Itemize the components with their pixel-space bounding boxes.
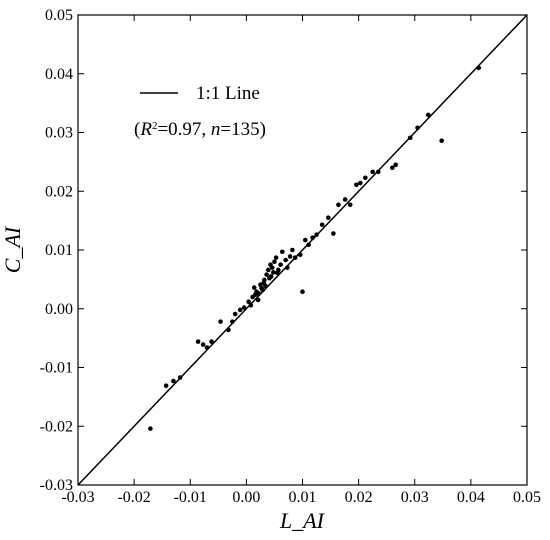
data-point <box>171 378 176 384</box>
data-point <box>268 274 274 279</box>
data-point <box>271 270 276 275</box>
data-point <box>263 283 268 289</box>
x-tick-label: 0.05 <box>513 489 541 506</box>
one-to-one-line <box>77 14 528 486</box>
legend-label: 1:1 Line <box>196 83 260 104</box>
annotation-part: 2 <box>152 120 158 132</box>
data-point <box>265 267 271 273</box>
data-point <box>255 297 261 303</box>
data-point <box>269 265 275 270</box>
data-point <box>237 307 243 313</box>
data-point <box>476 65 482 71</box>
data-point <box>226 327 231 333</box>
data-point <box>347 202 353 208</box>
data-point <box>415 125 420 131</box>
data-point <box>283 257 288 263</box>
data-point <box>425 112 431 118</box>
data-point <box>258 282 263 287</box>
data-point <box>204 345 210 350</box>
data-point <box>148 426 153 431</box>
x-tick-label: 0.01 <box>289 489 317 506</box>
data-point <box>358 180 363 186</box>
data-point <box>319 222 325 228</box>
data-point <box>209 339 214 344</box>
annotation-part: n <box>211 119 221 140</box>
data-point <box>306 242 311 248</box>
annotation: (R2=0.97, n=135) <box>134 119 266 140</box>
y-tick-label: -0.01 <box>40 360 73 377</box>
data-point <box>253 292 258 297</box>
data-point <box>300 289 305 295</box>
x-tick-label: 0.00 <box>232 489 260 506</box>
data-point <box>310 235 315 240</box>
data-point <box>297 252 303 257</box>
data-point <box>342 197 348 202</box>
data-point <box>195 339 201 344</box>
data-point <box>230 319 235 324</box>
data-point <box>287 254 293 259</box>
annotation-part: ( <box>134 119 140 140</box>
data-point <box>363 175 368 181</box>
data-point <box>246 299 251 305</box>
data-point <box>407 135 413 141</box>
x-axis-label: L_AI <box>279 508 326 533</box>
data-point <box>273 255 279 260</box>
data-point <box>251 285 257 290</box>
y-axis-label: C_AI <box>0 225 25 273</box>
data-point <box>259 285 264 291</box>
x-tick-label: -0.03 <box>61 489 94 506</box>
y-tick-label: -0.02 <box>40 418 73 435</box>
y-tick-label: 0.00 <box>45 301 73 318</box>
annotation-part: =0.97, <box>157 119 210 140</box>
data-point <box>303 237 308 243</box>
x-tick-label: 0.04 <box>457 489 485 506</box>
x-tick-label: -0.02 <box>117 489 150 506</box>
data-point <box>200 342 206 347</box>
data-point <box>292 255 298 260</box>
y-tick-label: 0.03 <box>45 125 73 142</box>
annotation-part: R <box>139 119 152 140</box>
y-tick-label: 0.05 <box>45 7 73 24</box>
y-tick-label: 0.02 <box>45 183 73 200</box>
data-point <box>290 247 295 253</box>
data-point <box>354 182 359 188</box>
y-tick-label: -0.03 <box>40 477 73 494</box>
data-point <box>218 319 223 324</box>
data-point <box>272 259 277 265</box>
x-tick-label: 0.03 <box>401 489 429 506</box>
y-tick-label: 0.04 <box>45 66 73 83</box>
data-point <box>439 138 444 144</box>
data-point <box>370 169 375 175</box>
data-point <box>326 215 331 220</box>
data-point <box>278 262 283 267</box>
data-point <box>248 302 254 308</box>
data-point <box>331 231 336 236</box>
data-point <box>279 249 285 255</box>
x-tick-label: -0.01 <box>174 489 207 506</box>
x-tick-label: 0.02 <box>345 489 373 506</box>
data-point <box>393 162 398 168</box>
data-point <box>314 232 319 238</box>
data-point <box>232 311 238 317</box>
data-point <box>375 169 381 175</box>
data-point <box>163 383 169 389</box>
data-point <box>264 272 269 277</box>
data-point <box>241 305 247 310</box>
annotation-part: =135) <box>220 119 266 140</box>
data-point <box>177 375 183 380</box>
data-point <box>390 165 395 171</box>
data-point <box>285 265 290 270</box>
y-tick-label: 0.01 <box>45 242 73 259</box>
data-point <box>336 202 341 208</box>
data-point <box>274 270 280 276</box>
